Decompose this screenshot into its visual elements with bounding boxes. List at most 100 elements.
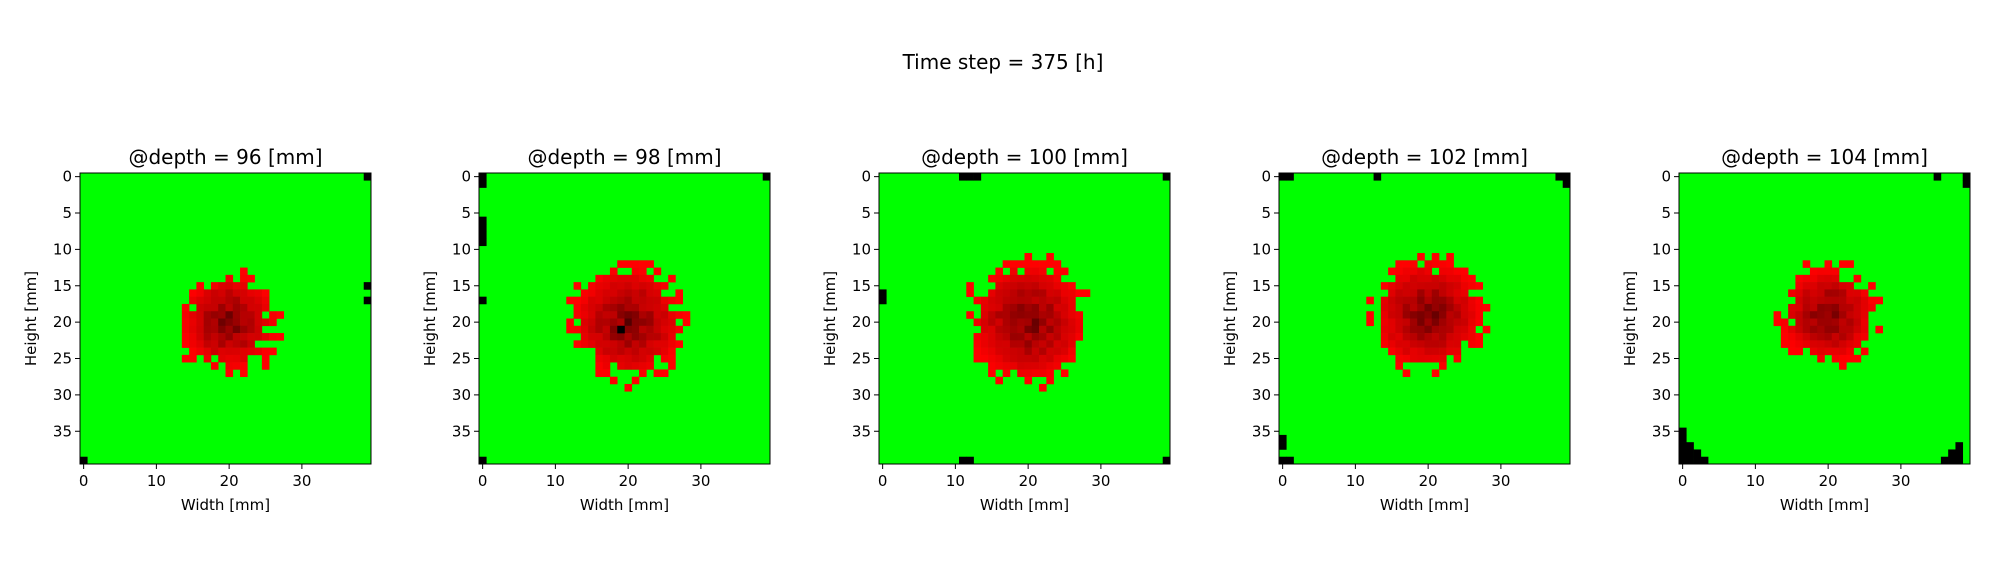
heatmap-cell-red — [617, 333, 625, 341]
heatmap-cell-red — [631, 289, 640, 297]
heatmap-cell-red — [1031, 340, 1040, 348]
heatmap-cell-red — [1831, 282, 1840, 290]
heatmap-cell-red — [1009, 303, 1018, 312]
heatmap-cell-black — [1679, 456, 1687, 465]
heatmap-cell-black — [479, 296, 487, 305]
heatmap-cell-red — [646, 362, 654, 370]
heatmap-cell-red — [1446, 318, 1454, 327]
heatmap-cell-red — [1424, 340, 1433, 348]
heatmap-cell-red — [1846, 340, 1854, 348]
heatmap-cell-red — [1388, 325, 1396, 334]
heatmap-cell-red — [1060, 303, 1069, 312]
heatmap-cell-red — [1809, 296, 1818, 305]
x-tick-label: 20 — [619, 472, 638, 490]
heatmap-cell-red — [261, 296, 270, 305]
heatmap-cell-red — [1468, 311, 1476, 319]
heatmap-cell-red — [580, 289, 589, 297]
heatmap-cell-red — [218, 325, 226, 334]
heatmap-cell-red — [595, 340, 603, 348]
heatmap-cell-red — [276, 311, 285, 319]
heatmap-cell-red — [602, 318, 611, 327]
heatmap-cell-red — [1409, 282, 1418, 290]
heatmap-cell-red — [1453, 303, 1462, 312]
heatmap-cell-red — [218, 354, 226, 363]
heatmap-cell-red — [995, 347, 1003, 356]
heatmap-cell-red — [189, 347, 197, 356]
heatmap-cell-red — [1053, 347, 1062, 356]
heatmap-cell-black — [879, 289, 887, 297]
heatmap-cell-red — [1468, 340, 1476, 348]
heatmap-cell-red — [988, 354, 996, 363]
y-tick-label: 30 — [1252, 386, 1271, 404]
heatmap-cell-red — [1075, 311, 1083, 319]
heatmap-cell-red — [1039, 362, 1047, 370]
heatmap-cell-red — [1831, 354, 1840, 363]
heatmap-cell-red — [203, 289, 212, 297]
heatmap-cell-red — [1380, 340, 1389, 348]
heatmap-cell-red — [1831, 274, 1840, 283]
heatmap-cell-red — [639, 369, 647, 378]
heatmap-cell-red — [995, 274, 1003, 283]
heatmap-cell-red — [1824, 340, 1833, 348]
heatmap-cell-red — [682, 311, 691, 319]
heatmap-cell-black — [363, 296, 372, 305]
heatmap-cell-red — [617, 303, 625, 312]
heatmap-cell-red — [1424, 303, 1433, 312]
heatmap-cell-red — [225, 362, 234, 370]
heatmap-cell-red — [1831, 303, 1840, 312]
heatmap-cell-red — [1366, 296, 1374, 305]
heatmap-cell-red — [1017, 260, 1025, 268]
heatmap-cell-red — [631, 325, 640, 334]
heatmap-cell-red — [1846, 296, 1854, 305]
heatmap-cell-red — [1017, 296, 1025, 305]
heatmap-cell-red — [1824, 282, 1833, 290]
heatmap-cell-red — [1802, 289, 1811, 297]
axes-frame — [878, 172, 1171, 465]
heatmap-cell-red — [1809, 318, 1818, 327]
heatmap-cell-red — [1446, 347, 1454, 356]
heatmap-cell-red — [973, 333, 982, 341]
heatmap-cell-red — [1388, 282, 1396, 290]
heatmap-cell-red — [1017, 289, 1025, 297]
heatmap-cell-red — [1439, 325, 1447, 334]
heatmap-cell-red — [1860, 296, 1869, 305]
heatmap-cell-red — [1831, 340, 1840, 348]
heatmap-cell-red — [1424, 260, 1433, 268]
heatmap-cell-red — [595, 311, 603, 319]
heatmap-cell-red — [1039, 369, 1047, 378]
heatmap-cell-red — [602, 362, 611, 370]
y-axis-label: Height [mm] — [821, 271, 839, 366]
heatmap-cell-red — [1017, 311, 1025, 319]
heatmap-cell-red — [609, 318, 618, 327]
heatmap-cell-red — [602, 325, 611, 334]
y-tick-label: 20 — [1252, 313, 1271, 331]
axes-frame — [1678, 172, 1971, 465]
heatmap-cell-red — [675, 289, 683, 297]
heatmap-cell-red — [624, 318, 633, 327]
y-tick-label: 25 — [53, 350, 72, 368]
heatmap-cell-red — [631, 333, 640, 341]
heatmap-cell-red — [1060, 347, 1069, 356]
heatmap-cell-red — [1439, 347, 1447, 356]
heatmap-cell-red — [1780, 333, 1789, 341]
heatmap-cell-red — [1395, 282, 1403, 290]
heatmap-cell-red — [1802, 311, 1811, 319]
heatmap-cell-red — [254, 303, 263, 312]
heatmap-cell-red — [595, 296, 603, 305]
x-axis-label: Width [mm] — [1380, 496, 1469, 514]
heatmap-cell-red — [1424, 325, 1433, 334]
heatmap-cell-red — [1039, 383, 1047, 392]
heatmap-cell-red — [1075, 318, 1083, 327]
heatmap-cell-red — [980, 340, 989, 348]
heatmap-cell-red — [1839, 347, 1847, 356]
x-tick-label: 0 — [1278, 472, 1288, 490]
heatmap-cell-red — [660, 311, 669, 319]
heatmap-cell-red — [1431, 260, 1440, 268]
heatmap-cell-red — [1402, 296, 1411, 305]
heatmap-cell-red — [1017, 347, 1025, 356]
heatmap-cell-red — [653, 333, 662, 341]
heatmap-cell-red — [1482, 303, 1491, 312]
heatmap-cell-red — [973, 318, 982, 327]
heatmap-cell-red — [609, 354, 618, 363]
heatmap-cell-red — [1039, 311, 1047, 319]
